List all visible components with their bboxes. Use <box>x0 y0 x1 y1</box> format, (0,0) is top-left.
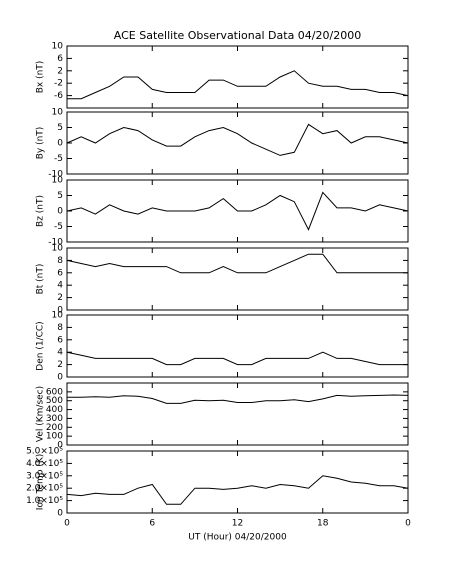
y-tick-label: -5 <box>54 222 63 232</box>
y-tick-label: 200 <box>46 423 63 433</box>
y-tick-label: 500 <box>46 396 63 406</box>
y-tick-label: -10 <box>48 238 63 248</box>
panel-frame <box>66 247 409 311</box>
y-axis-label: Ion Temp (K) <box>36 454 46 511</box>
y-tick-label: 6 <box>57 335 63 345</box>
y-tick-label: 1.0×10⁵ <box>26 496 63 506</box>
y-tick-label: 2.0×10⁵ <box>26 484 63 494</box>
y-tick-label: -5 <box>54 154 63 164</box>
panel-frame <box>66 45 409 109</box>
y-tick-label: 8 <box>57 256 63 266</box>
data-line <box>67 70 409 100</box>
x-tick-label: 0 <box>405 519 411 529</box>
y-tick-label: 5 <box>57 123 63 133</box>
y-tick-label: -2 <box>54 79 63 89</box>
y-tick-label: 2 <box>57 360 63 370</box>
y-tick-label: 5.0×10⁵ <box>26 447 63 457</box>
data-line <box>67 394 409 404</box>
chart-title: ACE Satellite Observational Data 04/20/2… <box>114 29 361 42</box>
y-tick-label: 0 <box>57 207 63 217</box>
data-line <box>66 475 409 505</box>
y-tick-label: 0 <box>57 509 63 519</box>
data-line <box>66 351 408 366</box>
y-tick-label: 600 <box>46 387 63 397</box>
y-axis-label: Bz (nT) <box>36 195 46 227</box>
y-axis-label: By (nT) <box>36 127 46 160</box>
y-tick-label: 4 <box>57 348 63 358</box>
y-tick-label: -6 <box>54 91 63 101</box>
x-tick-label: 18 <box>317 519 329 529</box>
y-tick-label: 10 <box>52 244 64 254</box>
y-axis-label: Bx (nT) <box>36 61 46 94</box>
panel-frame <box>66 111 409 175</box>
y-tick-label: 10 <box>52 108 64 118</box>
y-tick-label: 0 <box>57 373 63 383</box>
data-line <box>66 191 409 231</box>
y-tick-label: 0 <box>57 441 63 451</box>
y-tick-label: 0 <box>57 306 63 316</box>
y-tick-label: 8 <box>57 323 63 333</box>
y-tick-label: 5 <box>57 191 63 201</box>
y-tick-label: 10 <box>52 176 64 186</box>
x-axis-label: UT (Hour) 04/20/2000 <box>188 533 287 543</box>
y-tick-label: 400 <box>46 405 63 415</box>
y-tick-label: 6 <box>57 54 63 64</box>
y-tick-label: -10 <box>48 170 63 180</box>
data-line <box>66 253 408 274</box>
y-tick-label: 3.0×10⁵ <box>26 471 63 481</box>
y-axis-label: Bt (nT) <box>36 264 46 295</box>
y-tick-label: 6 <box>57 268 63 278</box>
y-tick-label: 4.0×10⁵ <box>26 459 63 469</box>
y-axis-label: Vel (Km/sec) <box>36 386 46 442</box>
y-tick-label: 10 <box>52 42 64 52</box>
y-tick-label: 300 <box>46 414 63 424</box>
y-tick-label: 4 <box>57 281 63 291</box>
y-tick-label: 2 <box>57 66 63 76</box>
panel-frame <box>66 314 409 378</box>
panel-frame <box>66 382 409 446</box>
x-tick-label: 0 <box>64 519 70 529</box>
y-tick-label: 100 <box>46 432 63 442</box>
x-tick-label: 12 <box>232 519 243 529</box>
y-tick-label: 10 <box>52 311 64 321</box>
x-tick-label: 6 <box>149 519 155 529</box>
y-axis-label: Den (1/CC) <box>36 321 46 370</box>
y-tick-label: 2 <box>57 293 63 303</box>
data-line <box>66 123 409 156</box>
y-tick-label: 0 <box>57 139 63 149</box>
